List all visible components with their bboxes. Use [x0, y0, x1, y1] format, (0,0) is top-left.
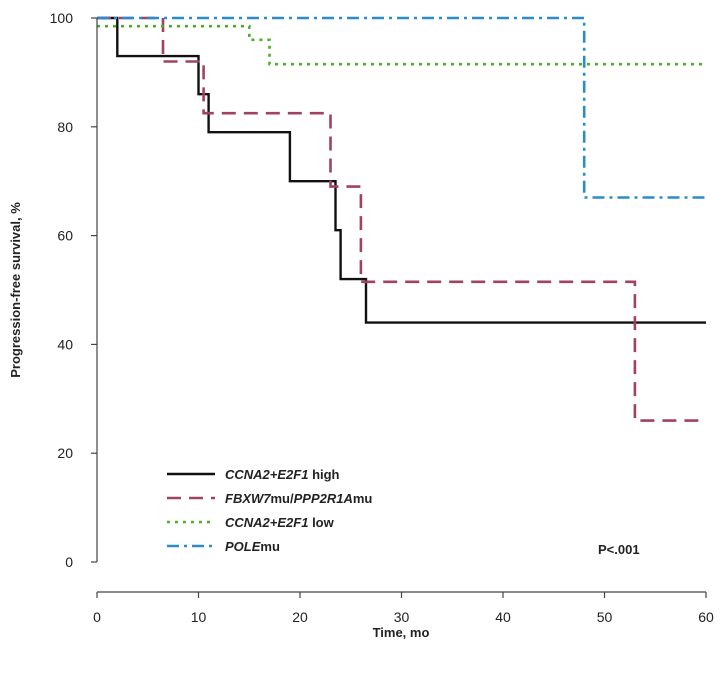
- legend-label-3: CCNA2+E2F1 low: [225, 515, 335, 530]
- p-value-annotation: P<.001: [598, 542, 640, 557]
- y-axis-label: Progression-free survival, %: [8, 202, 23, 378]
- y-tick-label: 100: [50, 10, 74, 26]
- y-tick-label: 40: [57, 336, 73, 352]
- y-tick-label: 60: [57, 228, 73, 244]
- plot-area: [97, 16, 706, 422]
- axes: 0 20 40 60 80 100 0 10 20 30 40 50 60: [50, 10, 714, 625]
- series-line-4: [97, 16, 706, 199]
- x-tick-label: 0: [93, 609, 101, 625]
- x-tick-label: 10: [191, 609, 207, 625]
- series-line-2: [97, 16, 706, 422]
- legend-label-1: CCNA2+E2F1 high: [225, 467, 340, 482]
- legend: CCNA2+E2F1 high FBXW7mu/PPP2R1Amu CCNA2+E2…: [167, 467, 372, 554]
- x-tick-label: 60: [698, 609, 714, 625]
- series-line-1: [97, 16, 706, 324]
- x-tick-label: 50: [597, 609, 613, 625]
- legend-label-4: POLEmu: [225, 539, 280, 554]
- legend-label-2: FBXW7mu/PPP2R1Amu: [225, 491, 372, 506]
- series-line-3: [97, 24, 706, 66]
- y-tick-label: 0: [65, 554, 73, 570]
- y-tick-label: 20: [57, 445, 73, 461]
- y-tick-label: 80: [57, 119, 73, 135]
- x-tick-label: 30: [394, 609, 410, 625]
- x-tick-label: 20: [292, 609, 308, 625]
- x-axis-label: Time, mo: [373, 625, 430, 640]
- x-tick-label: 40: [495, 609, 511, 625]
